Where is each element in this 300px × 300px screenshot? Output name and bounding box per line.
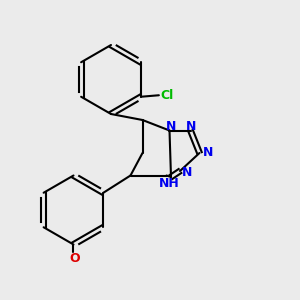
Text: N: N — [186, 120, 197, 134]
Text: N: N — [182, 166, 193, 179]
Text: O: O — [70, 251, 80, 265]
Text: Cl: Cl — [160, 89, 174, 102]
Text: NH: NH — [159, 177, 180, 190]
Text: N: N — [166, 120, 176, 134]
Text: N: N — [203, 146, 213, 159]
